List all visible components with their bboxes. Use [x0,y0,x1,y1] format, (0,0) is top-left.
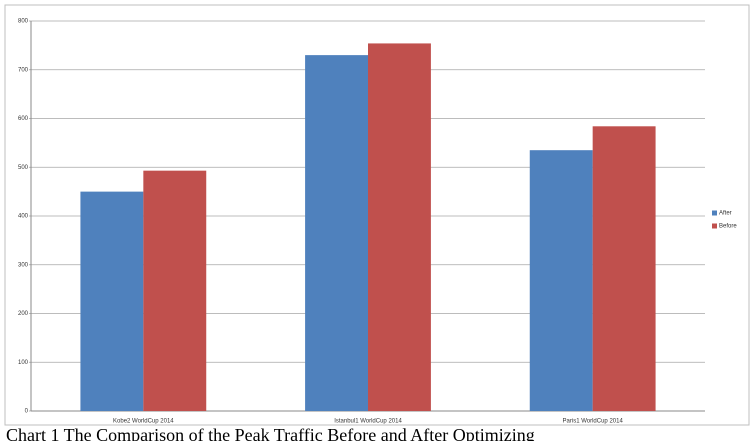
y-tick-label: 700 [18,67,29,73]
legend-label: Before [719,224,737,230]
chart-caption: Chart 1 The Comparison of the Peak Traff… [6,425,535,441]
x-tick-label: Paris1 WorldCup 2014 [563,419,624,425]
x-tick-label: Istanbul1 WorldCup 2014 [334,419,402,425]
y-tick-label: 800 [18,19,29,25]
y-tick-label: 0 [25,409,29,415]
y-tick-label: 200 [18,311,29,317]
bar [80,191,144,411]
y-tick-label: 100 [18,360,29,366]
legend-swatch [712,223,717,229]
bar [143,170,207,411]
y-tick-label: 500 [18,165,29,171]
legend-swatch [712,210,717,216]
y-tick-label: 400 [18,214,29,220]
bar [592,126,656,412]
y-tick-label: 600 [18,116,29,122]
bar [368,43,431,412]
x-tick-label: Kobe2 WorldCup 2014 [113,419,174,425]
legend-label: After [719,211,732,217]
y-tick-label: 300 [18,262,29,268]
bar [305,55,368,411]
bar [529,150,593,411]
